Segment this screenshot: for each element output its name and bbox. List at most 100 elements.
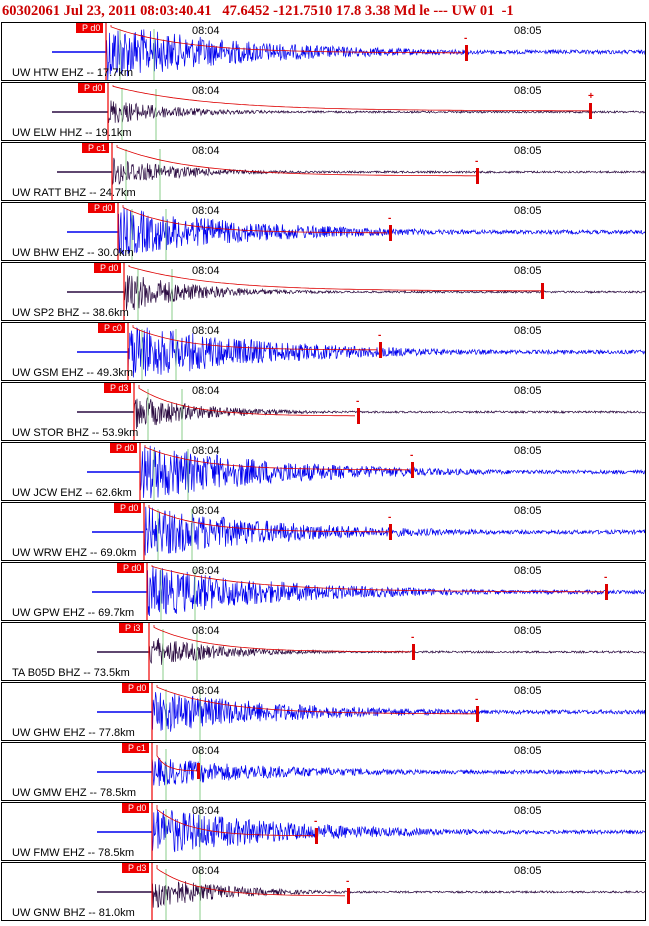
waveform xyxy=(139,443,645,499)
waveform xyxy=(148,638,645,665)
coda-end-marker xyxy=(465,45,468,61)
trace-panel[interactable]: P c1 08:04 08:05 UW GMW EHZ -- 78.5km xyxy=(1,742,646,801)
waveform-plot xyxy=(97,803,645,860)
p-pick-label[interactable]: P d0 xyxy=(88,203,116,213)
p-pick-label[interactable]: P d0 xyxy=(76,23,104,33)
coda-decay-curve xyxy=(122,205,387,234)
p-pick-label[interactable]: P d0 xyxy=(122,803,150,813)
time-tick-label: 08:05 xyxy=(514,865,542,877)
coda-decay-curve xyxy=(132,325,377,351)
waveform xyxy=(123,275,645,311)
coda-sign: - xyxy=(475,156,479,167)
p-pick-label[interactable]: P c0 xyxy=(98,323,125,333)
waveform-plot xyxy=(57,143,645,200)
coda-end-marker xyxy=(347,888,350,904)
time-tick-label: 08:05 xyxy=(514,265,542,277)
coda-decay-curve xyxy=(112,85,589,112)
trace-panel[interactable]: P i3 - 08:04 08:05 TA B05D BHZ -- 73.5km xyxy=(1,622,646,681)
waveform xyxy=(133,396,645,429)
trace-panel[interactable]: P c0 - 08:04 08:05 UW GSM EHZ -- 49.3km xyxy=(1,322,646,381)
station-label: UW WRW EHZ -- 69.0km xyxy=(12,547,137,559)
waveform-plot xyxy=(52,83,645,140)
time-tick-label: 08:05 xyxy=(514,325,542,337)
waveform-plot xyxy=(77,323,645,380)
coda-end-marker xyxy=(411,462,414,478)
coda-sign: - xyxy=(388,512,392,523)
trace-panel[interactable]: P d0 - 08:04 08:05 UW WRW EHZ -- 69.0km xyxy=(1,502,646,561)
coda-end-marker xyxy=(476,168,479,184)
coda-decay-curve xyxy=(156,685,477,715)
waveform-plot xyxy=(97,743,645,800)
coda-decay-curve xyxy=(156,805,314,837)
p-pick-label[interactable]: P d0 xyxy=(117,563,145,573)
p-pick-label[interactable]: P c1 xyxy=(122,743,149,753)
coda-end-marker xyxy=(379,342,382,358)
coda-sign: - xyxy=(464,33,468,44)
time-tick-label: 08:05 xyxy=(514,805,542,817)
coda-decay-curve xyxy=(116,145,477,177)
coda-end-marker xyxy=(605,584,608,600)
coda-decay-curve xyxy=(151,565,604,593)
trace-panel[interactable]: P d0 08:04 08:05 UW SP2 BHZ -- 38.6km xyxy=(1,262,646,321)
p-pick-label[interactable]: P d0 xyxy=(94,263,122,273)
station-label: UW FMW EHZ -- 78.5km xyxy=(12,847,135,859)
time-tick-label: 08:04 xyxy=(192,865,220,877)
trace-panel[interactable]: P d0 - 08:04 08:05 UW HTW EHZ -- 17.7km xyxy=(1,22,646,81)
p-pick-label[interactable]: P c1 xyxy=(82,143,109,153)
waveform-plot xyxy=(77,383,645,440)
time-tick-label: 08:04 xyxy=(192,685,220,697)
station-label: UW STOR BHZ -- 53.9km xyxy=(12,427,139,439)
time-tick-label: 08:04 xyxy=(192,445,220,457)
trace-panel[interactable]: P d0 - 08:04 08:05 UW BHW EHZ -- 30.0km xyxy=(1,202,646,261)
time-tick-label: 08:05 xyxy=(514,625,542,637)
time-tick-label: 08:04 xyxy=(192,565,220,577)
coda-sign: - xyxy=(475,694,479,705)
waveform-plot xyxy=(97,623,645,680)
trace-panel[interactable]: P d0 +08:04 08:05 UW ELW HHZ -- 19.1km xyxy=(1,82,646,141)
trace-panel[interactable]: P c1 - 08:04 08:05 UW RATT BHZ -- 24.7km xyxy=(1,142,646,201)
waveform-plot xyxy=(67,263,645,320)
coda-sign: - xyxy=(378,330,382,341)
coda-sign: - xyxy=(388,213,392,224)
time-tick-label: 08:04 xyxy=(192,265,220,277)
p-pick-label[interactable]: P d3 xyxy=(122,863,150,873)
waveform-plot xyxy=(52,23,645,80)
coda-end-marker xyxy=(197,763,200,779)
time-tick-label: 08:05 xyxy=(514,145,542,157)
time-tick-label: 08:04 xyxy=(192,85,220,97)
p-pick-label[interactable]: P i3 xyxy=(119,623,144,633)
p-pick-label[interactable]: P d0 xyxy=(122,683,150,693)
coda-sign: - xyxy=(410,450,414,461)
station-label: TA B05D BHZ -- 73.5km xyxy=(12,667,130,679)
waveform xyxy=(111,157,645,185)
waveform xyxy=(151,692,645,732)
p-pick-label[interactable]: P d0 xyxy=(110,443,138,453)
coda-sign: - xyxy=(604,572,608,583)
trace-panel[interactable]: P d3 - 08:04 08:05 UW STOR BHZ -- 53.9km xyxy=(1,382,646,441)
time-tick-label: 08:04 xyxy=(192,505,220,517)
time-tick-label: 08:05 xyxy=(514,25,542,37)
time-tick-label: 08:05 xyxy=(514,445,542,457)
event-header: 60302061 Jul 23, 2011 08:03:40.41 47.645… xyxy=(2,3,514,19)
station-label: UW GPW EHZ -- 69.7km xyxy=(12,607,135,619)
coda-decay-curve xyxy=(128,265,541,292)
time-tick-label: 08:05 xyxy=(514,565,542,577)
p-pick-label[interactable]: P d3 xyxy=(104,383,132,393)
waveform xyxy=(105,29,645,80)
trace-panel[interactable]: P d0 - 08:04 08:05 UW JCW EHZ -- 62.6km xyxy=(1,442,646,501)
time-tick-label: 08:04 xyxy=(192,205,220,217)
trace-panel[interactable]: P d0 - 08:04 08:05 UW GPW EHZ -- 69.7km xyxy=(1,562,646,621)
station-label: UW RATT BHZ -- 24.7km xyxy=(12,187,136,199)
p-pick-label[interactable]: P d0 xyxy=(114,503,142,513)
p-pick-label[interactable]: P d0 xyxy=(78,83,106,93)
coda-end-marker xyxy=(476,706,479,722)
station-label: UW HTW EHZ -- 17.7km xyxy=(12,67,133,79)
seismogram-traces: P d0 - 08:04 08:05 UW HTW EHZ -- 17.7km P d0 +… xyxy=(0,22,649,926)
trace-panel[interactable]: P d3 - 08:04 08:05 UW GNW BHZ -- 81.0km xyxy=(1,862,646,921)
waveform-plot xyxy=(87,443,645,500)
time-tick-label: 08:05 xyxy=(514,685,542,697)
coda-sign: - xyxy=(356,396,360,407)
trace-panel[interactable]: P d0 - 08:04 08:05 UW GHW EHZ -- 77.8km xyxy=(1,682,646,741)
trace-panel[interactable]: P d0 - 08:04 08:05 UW FMW EHZ -- 78.5km xyxy=(1,802,646,861)
station-label: UW ELW HHZ -- 19.1km xyxy=(12,127,132,139)
